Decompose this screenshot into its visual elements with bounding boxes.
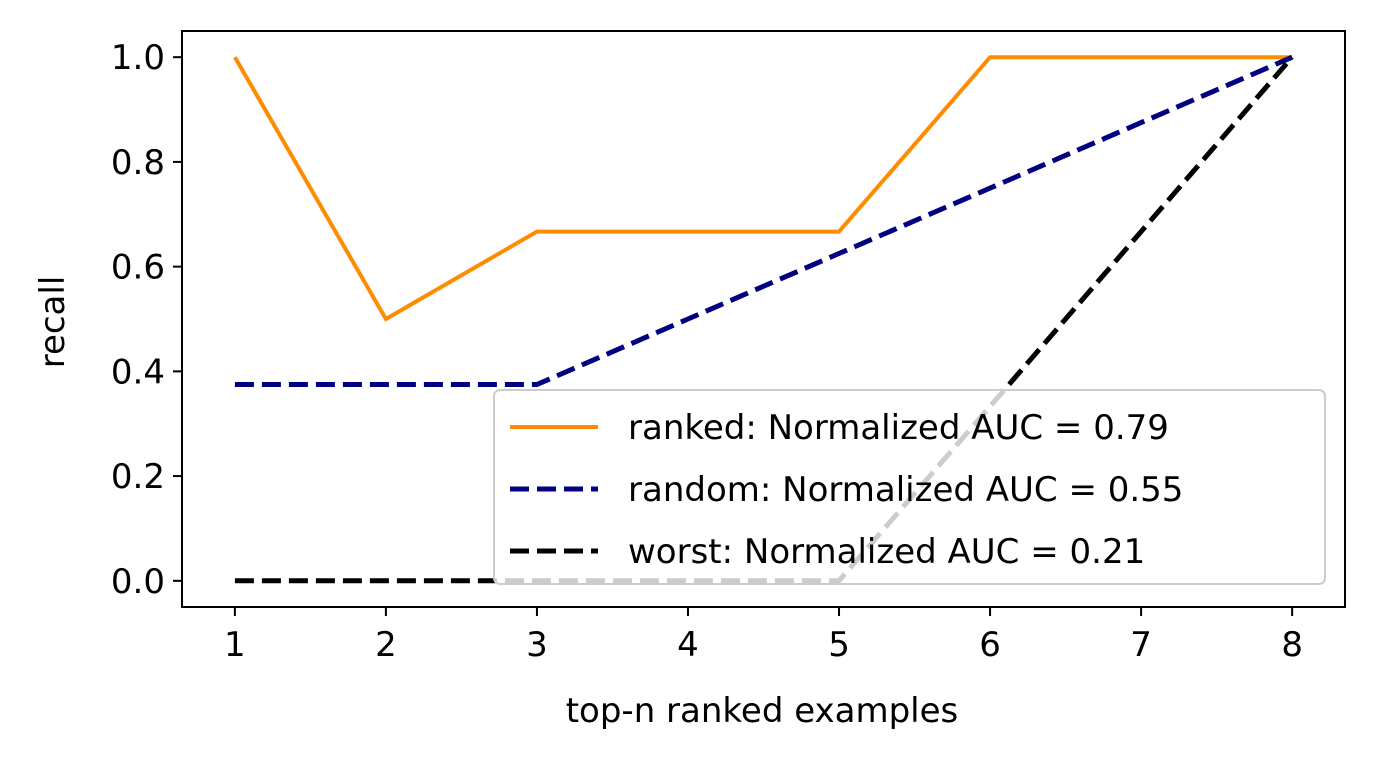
y-axis-label: recall (33, 276, 73, 369)
y-tick-label: 0.0 (111, 562, 165, 602)
series-line-1 (233, 55, 1293, 322)
y-tick-label: 0.6 (111, 248, 165, 288)
axes-frame (181, 30, 1346, 608)
legend: ranked: Normalized AUC = 0.79 random: Nor… (493, 389, 1326, 585)
x-tick-label: 1 (224, 625, 246, 665)
y-tick-label: 0.2 (111, 457, 165, 497)
y-tick-label: 0.8 (111, 143, 165, 183)
x-tick-label: 8 (1281, 625, 1303, 665)
axes-border (181, 30, 1346, 608)
x-tick-label: 4 (677, 625, 699, 665)
x-tick-label: 2 (375, 625, 397, 665)
series-line-2 (234, 54, 1294, 387)
legend-label-1: ranked: Normalized AUC = 0.79 (628, 408, 1169, 448)
x-axis-ticks: 1 2 3 4 5 6 7 8 (224, 607, 1303, 665)
legend-box (493, 389, 1326, 585)
y-axis-ticks: 0.0 0.2 0.4 0.6 0.8 1.0 (111, 38, 182, 602)
x-tick-label: 3 (526, 625, 548, 665)
y-tick-label: 0.4 (111, 352, 165, 392)
x-tick-label: 6 (979, 625, 1001, 665)
y-tick-label: 1.0 (111, 38, 165, 78)
x-tick-label: 7 (1130, 625, 1152, 665)
legend-label-3: worst: Normalized AUC = 0.21 (628, 532, 1145, 572)
x-tick-label: 5 (828, 625, 850, 665)
legend-label-2: random: Normalized AUC = 0.55 (628, 470, 1183, 510)
x-axis-label: top-n ranked examples (566, 691, 959, 731)
